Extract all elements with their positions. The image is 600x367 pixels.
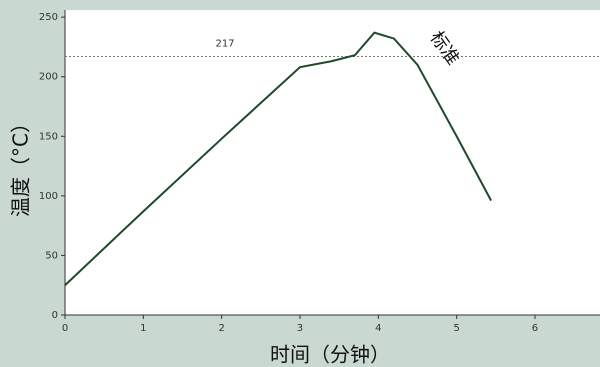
x-tick-label: 4 bbox=[375, 323, 381, 334]
x-tick-label: 0 bbox=[62, 323, 68, 334]
x-tick-label: 1 bbox=[140, 323, 146, 334]
y-tick-label: 150 bbox=[39, 131, 58, 142]
y-tick-label: 200 bbox=[39, 72, 58, 83]
x-tick-label: 2 bbox=[218, 323, 224, 334]
reference-label: 217 bbox=[215, 38, 234, 49]
y-tick-label: 250 bbox=[39, 12, 58, 23]
x-tick-label: 3 bbox=[297, 323, 303, 334]
y-tick-label: 50 bbox=[45, 250, 58, 261]
y-tick-label: 0 bbox=[52, 310, 58, 321]
x-axis-title: 时间（分钟） bbox=[270, 343, 390, 367]
x-tick-label: 5 bbox=[453, 323, 459, 334]
x-tick-label: 6 bbox=[532, 323, 538, 334]
y-tick-label: 100 bbox=[39, 191, 58, 202]
series-line bbox=[64, 31, 493, 286]
plot-area bbox=[65, 10, 600, 315]
y-axis-title: 温度（°C） bbox=[9, 113, 33, 217]
